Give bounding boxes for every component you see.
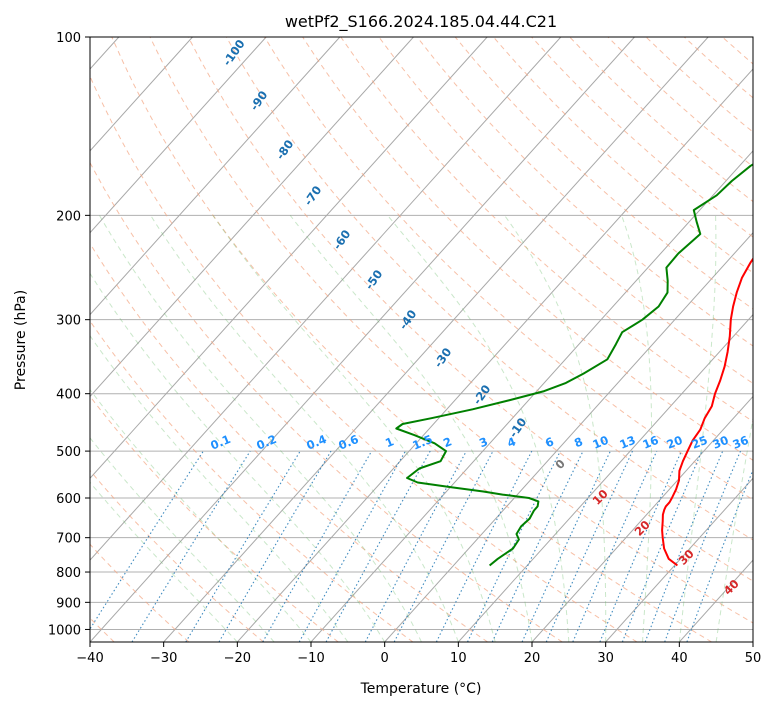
background-grid [0, 37, 775, 642]
x-tick-label: −30 [150, 651, 177, 666]
dry-adiabat-line [0, 37, 413, 642]
y-tick-label: 900 [56, 596, 81, 611]
mixing-ratio-line [546, 451, 632, 642]
isotherm-line [90, 37, 635, 642]
mixing-ratio-label: 25 [689, 433, 709, 452]
y-axis-label: Pressure (hPa) [13, 290, 29, 390]
moist-adiabat-line [716, 215, 775, 642]
mixing-ratio-line [600, 451, 682, 642]
moist-adiabat-label: 0 [552, 456, 568, 472]
y-tick-label: 200 [56, 209, 81, 224]
mixing-ratio-label: 1 [383, 434, 396, 450]
isotherm-line [385, 37, 775, 642]
x-tick-label: 30 [597, 651, 614, 666]
moist-adiabat-line [56, 215, 384, 642]
temperature-profile-line [662, 37, 775, 566]
dry-adiabat-label: -40 [396, 307, 419, 332]
mixing-ratio-line [132, 451, 250, 642]
x-tick-label: −20 [224, 651, 251, 666]
dry-adiabat-line [112, 37, 712, 642]
mixing-ratio-label: 6 [543, 434, 556, 450]
dewpoint-profile-line [396, 37, 775, 566]
dry-adiabat-label: -20 [470, 382, 493, 407]
y-tick-label: 100 [56, 31, 81, 46]
moist-adiabat-line [388, 215, 569, 642]
dry-adiabat-line [379, 37, 775, 642]
y-tick-label: 600 [56, 492, 81, 507]
mixing-ratio-label: 36 [730, 433, 750, 452]
mixing-ratio-label: 0.4 [304, 432, 328, 453]
x-tick-label: 0 [381, 651, 389, 666]
y-tick-label: 700 [56, 532, 81, 547]
x-tick-label: −40 [76, 651, 103, 666]
mixing-ratio-line [299, 451, 405, 642]
dry-adiabat-label: -30 [431, 345, 454, 370]
y-tick-label: 300 [56, 314, 81, 329]
dry-adiabat-label: -90 [247, 88, 270, 113]
mixing-ratio-label: 3 [477, 434, 490, 450]
mixing-ratio-line [326, 451, 430, 642]
x-tick-label: 40 [671, 651, 688, 666]
x-axis-label: Temperature (°C) [360, 681, 482, 697]
x-tick-label: −10 [297, 651, 324, 666]
mixing-ratio-label: 10 [590, 433, 610, 452]
mixing-ratio-label: 0.6 [336, 432, 360, 453]
profile-lines [396, 37, 775, 566]
dry-adiabat-line [493, 37, 775, 642]
moist-adiabat-line [0, 215, 311, 642]
isotherm-line [0, 37, 266, 642]
mixing-ratio-line [645, 451, 723, 642]
dry-adiabat-label: -70 [301, 183, 324, 208]
dry-adiabat-line [0, 37, 338, 642]
mixing-ratio-label: 13 [617, 433, 637, 452]
y-tick-label: 800 [56, 566, 81, 581]
mixing-ratio-label: 30 [710, 433, 730, 452]
isotherm-line [458, 37, 775, 642]
x-tick-label: 20 [524, 651, 541, 666]
y-tick-label: 400 [56, 388, 81, 403]
mixing-ratio-label: 0.2 [254, 432, 278, 453]
x-tick-label: 50 [745, 651, 762, 666]
dry-adiabat-line [0, 37, 264, 642]
isotherm-line [164, 37, 709, 642]
mixing-ratio-line [263, 451, 372, 642]
isotherm-line [532, 37, 775, 642]
dry-adiabat-line [761, 37, 775, 642]
dry-adiabat-line [455, 37, 775, 642]
moist-adiabat-line [0, 215, 237, 642]
isotherm-line [0, 37, 414, 642]
dry-adiabat-line [265, 37, 775, 642]
isotherm-line [679, 37, 775, 642]
isotherm-line [753, 37, 775, 642]
isotherm-line [0, 37, 487, 642]
moist-adiabat-label: 10 [590, 487, 611, 508]
mixing-ratio-line [365, 451, 466, 642]
mixing-ratio-line [622, 451, 702, 642]
isotherm-line [16, 37, 561, 642]
mixing-ratio-label: 20 [664, 433, 684, 452]
y-tick-label: 500 [56, 445, 81, 460]
mixing-ratio-line [665, 451, 741, 642]
plot-frame [90, 37, 753, 642]
dry-adiabat-label: -50 [362, 267, 385, 292]
mixing-ratio-line [186, 451, 300, 642]
dry-adiabat-label: -60 [330, 227, 353, 252]
dry-adiabat-label: -100 [220, 37, 248, 69]
mixing-ratio-line [492, 451, 583, 642]
x-tick-label: 10 [450, 651, 467, 666]
mixing-ratio-label: 0.1 [208, 432, 232, 453]
y-tick-label: 1000 [48, 623, 81, 638]
moist-adiabat-label: 30 [676, 547, 697, 568]
dry-adiabat-line [532, 37, 775, 642]
moist-adiabat-line [0, 215, 274, 642]
chart-title: wetPf2_S166.2024.185.04.44.C21 [285, 12, 557, 32]
mixing-ratio-label: 8 [572, 434, 585, 450]
dry-adiabat-line [226, 37, 775, 642]
